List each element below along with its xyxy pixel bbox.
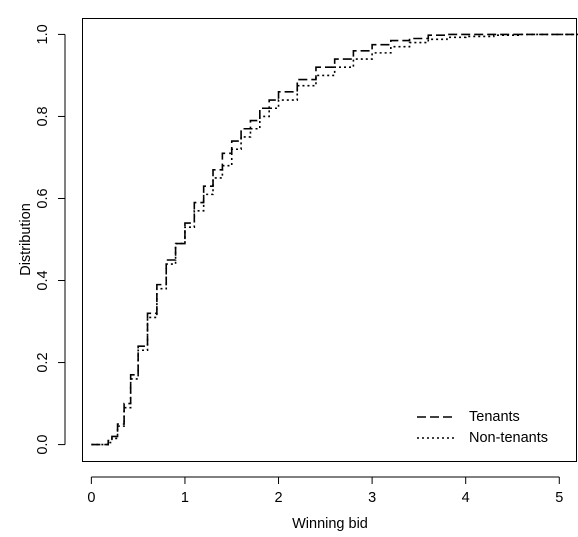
y-tick-label: 0.4 <box>35 270 51 290</box>
series-line-non-tenants <box>91 33 578 446</box>
series-layer <box>91 33 578 446</box>
y-tick-label: 1.0 <box>35 24 51 44</box>
legend-label: Tenants <box>469 409 520 425</box>
y-axis: 0.0 0.2 0.4 0.6 0.8 1.0 <box>35 24 66 455</box>
x-tick-label: 0 <box>87 490 95 506</box>
x-axis: 0 1 2 3 4 5 <box>87 476 563 506</box>
y-tick-label: 0.0 <box>35 435 51 455</box>
y-axis-label: Distribution <box>18 203 34 276</box>
y-tick-label: 0.8 <box>35 106 51 126</box>
y-tick-label: 0.6 <box>35 188 51 208</box>
x-axis-label: Winning bid <box>292 516 368 532</box>
x-tick-label: 3 <box>368 490 376 506</box>
legend: Tenants Non-tenants <box>417 409 548 446</box>
x-tick-label: 5 <box>555 490 563 506</box>
series-line-tenants <box>91 33 578 446</box>
x-tick-label: 2 <box>274 490 282 506</box>
x-tick-label: 1 <box>181 490 189 506</box>
plot-frame <box>82 18 577 462</box>
x-tick-label: 4 <box>462 490 470 506</box>
y-tick-label: 0.2 <box>35 352 51 372</box>
legend-label: Non-tenants <box>469 430 548 446</box>
